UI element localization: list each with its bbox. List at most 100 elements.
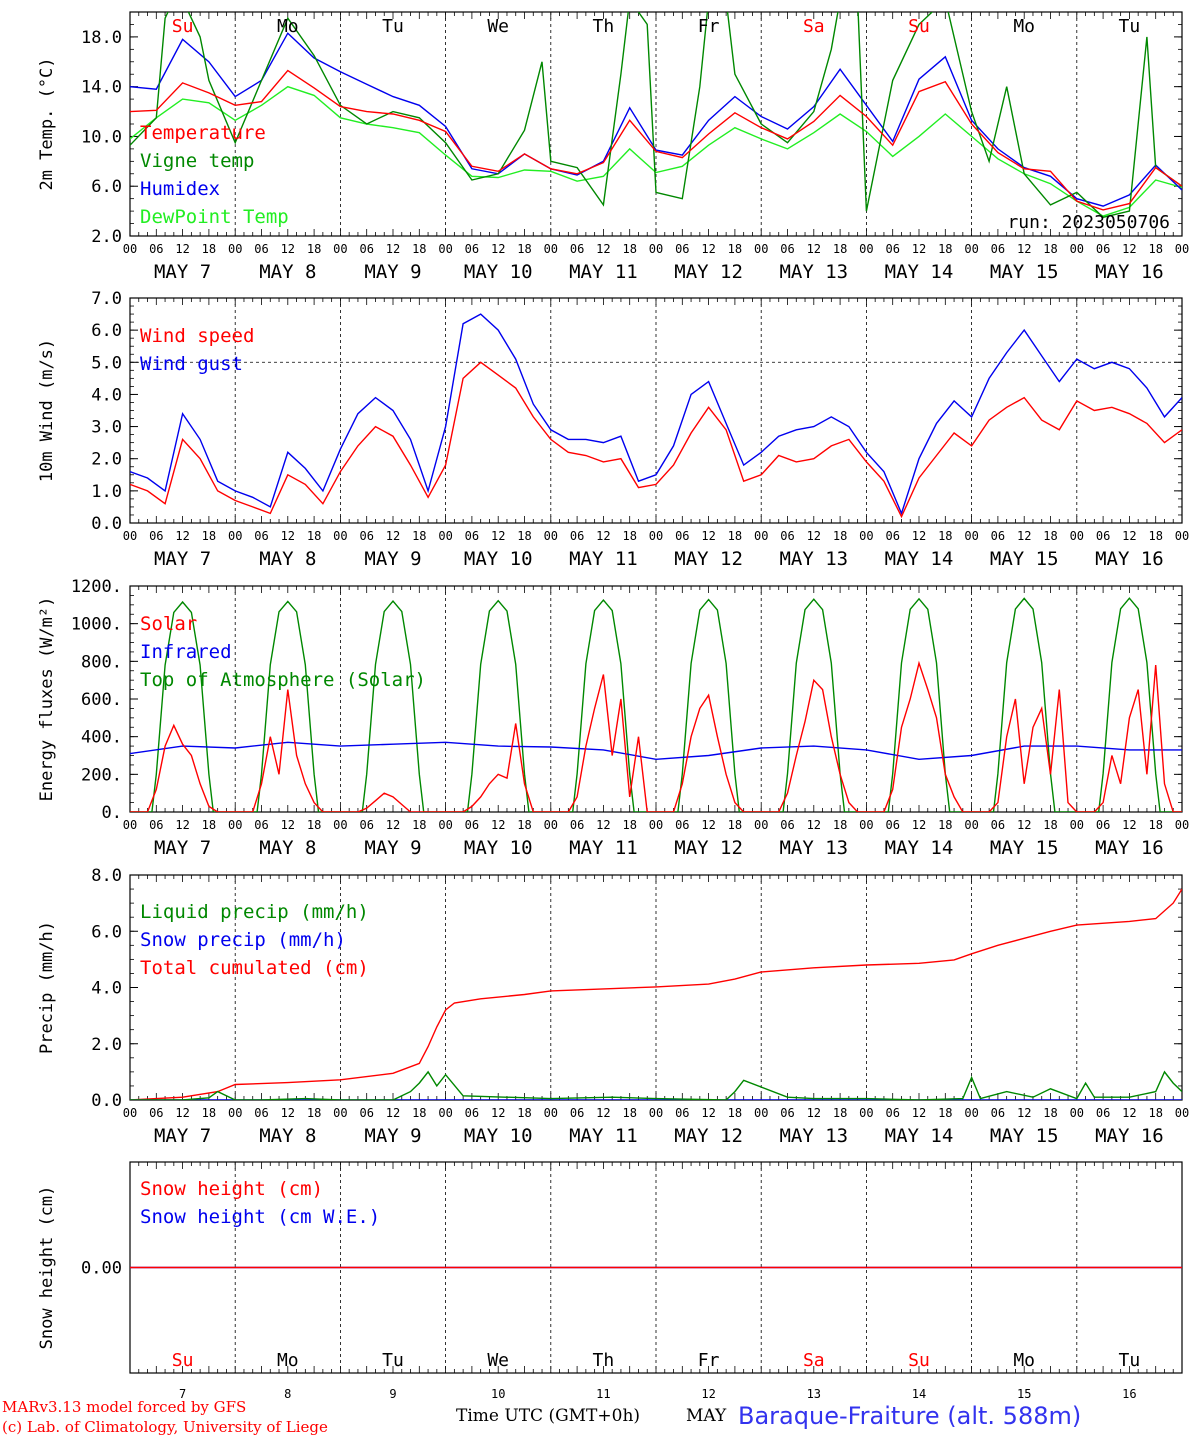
y-tick-label: 5.0 [91,353,122,373]
day-of-week-label: We [487,16,509,37]
series-line-solar [130,660,1182,812]
date-label: MAY 9 [364,261,421,283]
x-hour-label: 12 [175,818,189,832]
date-label: MAY 15 [990,261,1059,283]
day-number-label: 13 [807,1387,821,1401]
x-hour-label: 18 [622,529,636,543]
x-hour-label: 00 [964,529,978,543]
x-hour-label: 12 [491,1106,505,1120]
x-hour-label: 12 [596,529,610,543]
day-of-week-label: Mo [277,1350,299,1371]
series-line-infrared [130,741,1182,761]
legend-entry: Snow precip (mm/h) [140,929,346,951]
x-hour-label: 18 [202,1106,216,1120]
x-hour-label: 18 [202,242,216,256]
x-hour-label: 06 [465,242,479,256]
x-hour-label: 06 [1096,242,1110,256]
x-hour-label: 18 [517,242,531,256]
date-label: MAY 13 [779,1125,848,1147]
x-hour-label: 18 [622,818,636,832]
x-hour-label: 18 [728,242,742,256]
x-hour-label: 12 [281,242,295,256]
x-hour-label: 00 [649,242,663,256]
x-hour-label: 00 [333,529,347,543]
x-hour-label: 00 [438,242,452,256]
x-hour-label: 00 [1175,818,1189,832]
x-hour-label: 12 [701,818,715,832]
x-hour-label: 06 [149,242,163,256]
x-hour-label: 12 [807,529,821,543]
x-hour-label: 06 [570,818,584,832]
date-label: MAY 8 [259,1125,316,1147]
x-hour-label: 00 [1175,529,1189,543]
x-hour-label: 00 [754,242,768,256]
x-hour-label: 12 [281,529,295,543]
series-line-top-of-atmosphere-solar- [130,597,1182,812]
day-of-week-label: Fr [698,1350,720,1371]
date-label: MAY 12 [674,837,743,859]
x-hour-label: 18 [1043,818,1057,832]
x-hour-label: 18 [938,818,952,832]
y-axis-label: Energy fluxes (W/m²) [37,597,57,802]
x-hour-label: 00 [649,1106,663,1120]
x-hour-label: 06 [1096,1106,1110,1120]
x-hour-label: 12 [1122,242,1136,256]
x-hour-label: 06 [1096,818,1110,832]
series-line-total-cumulated-cm- [130,888,1182,1100]
x-hour-label: 06 [254,1106,268,1120]
date-label: MAY 12 [674,1125,743,1147]
x-hour-label: 12 [491,529,505,543]
x-hour-label: 18 [938,1106,952,1120]
x-hour-label: 06 [465,529,479,543]
x-hour-label: 06 [675,818,689,832]
x-hour-label: 00 [123,818,137,832]
x-hour-label: 00 [228,242,242,256]
y-tick-label: 14.0 [81,78,122,98]
legend-entry: Top of Atmosphere (Solar) [140,669,426,691]
y-tick-label: 3.0 [91,418,122,438]
date-label: MAY 9 [364,548,421,570]
y-axis-label: Precip (mm/h) [37,921,57,1054]
day-number-label: 16 [1122,1387,1136,1401]
x-hour-label: 12 [491,242,505,256]
date-label: MAY 10 [464,1125,533,1147]
date-label: MAY 8 [259,261,316,283]
x-hour-label: 12 [807,242,821,256]
x-hour-label: 00 [544,242,558,256]
y-tick-label: 6.0 [91,177,122,197]
x-hour-label: 18 [1043,242,1057,256]
x-hour-label: 12 [596,242,610,256]
x-hour-label: 06 [885,529,899,543]
x-hour-label: 12 [386,818,400,832]
x-hour-label: 00 [964,242,978,256]
date-label: MAY 9 [364,1125,421,1147]
day-of-week-label: Th [593,16,615,37]
series-line-wind-speed [130,361,1182,519]
series-line-wind-gust [130,313,1182,516]
y-tick-label: 600. [81,690,122,710]
date-label: MAY 11 [569,1125,638,1147]
legend-entry: Liquid precip (mm/h) [140,901,369,923]
x-hour-label: 12 [912,529,926,543]
x-hour-label: 06 [780,242,794,256]
day-of-week-label: Su [172,1350,194,1371]
x-hour-label: 18 [412,529,426,543]
x-hour-label: 00 [123,1106,137,1120]
x-hour-label: 00 [228,818,242,832]
x-hour-label: 00 [228,529,242,543]
day-of-week-label: Sa [803,16,825,37]
run-annotation: run: 2023050706 [1007,212,1170,233]
y-tick-label: 7.0 [91,289,122,309]
date-label: MAY 14 [885,837,954,859]
date-label: MAY 7 [154,261,211,283]
x-hour-label: 00 [438,818,452,832]
day-number-label: 9 [389,1387,396,1401]
panel-frame-wind [129,297,1183,524]
x-hour-label: 00 [1175,1106,1189,1120]
x-hour-label: 18 [202,529,216,543]
date-label: MAY 7 [154,548,211,570]
date-label: MAY 14 [885,548,954,570]
x-hour-label: 06 [991,529,1005,543]
x-hour-label: 18 [938,529,952,543]
x-hour-label: 18 [938,242,952,256]
